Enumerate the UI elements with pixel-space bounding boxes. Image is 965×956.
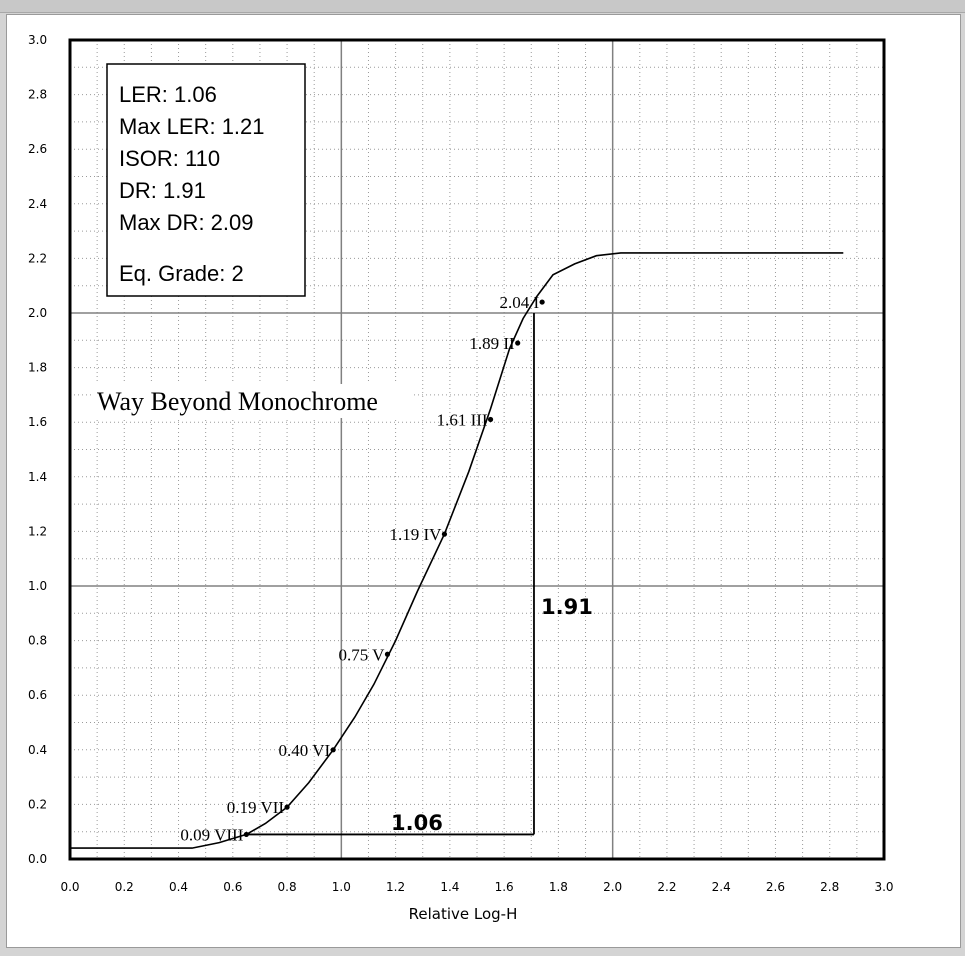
x-tick-label: 3.0 [874,880,893,894]
range-box [246,313,535,836]
ler-annotation: 1.06 [391,811,443,835]
stat-eq-grade: Eq. Grade: 2 [119,261,244,286]
y-tick-label: 0.0 [28,852,47,866]
y-tick-label: 2.6 [28,142,47,156]
y-tick-label: 1.2 [28,524,47,538]
x-tick-label: 0.0 [60,880,79,894]
x-tick-label: 1.0 [332,880,351,894]
density-curve [70,252,844,849]
y-tick-label: 0.8 [28,634,47,648]
plot-border [68,38,886,861]
zone-point-label: 0.75 V [338,645,385,664]
x-tick-label: 2.4 [712,880,731,894]
y-tick-label: 0.2 [28,797,47,811]
y-tick-label: 1.4 [28,470,47,484]
x-tick-label: 0.2 [115,880,134,894]
stat-max-dr: Max DR: 2.09 [119,210,254,235]
y-tick-label: 0.6 [28,688,47,702]
zone-point-marker [243,831,249,838]
zone-point-marker [384,651,391,657]
watermark-bg [93,384,413,418]
x-tick-label: 2.6 [766,880,785,894]
y-tick-label: 3.0 [28,33,47,47]
y-tick-label: 1.0 [28,579,47,593]
x-tick-label: 0.8 [278,880,297,894]
zone-point-label: 0.19 VII [227,798,285,817]
x-tick-label: 1.6 [495,880,514,894]
x-axis-label: Relative Log-H [409,905,518,923]
watermark-text: Way Beyond Monochrome [97,387,378,416]
y-tick-label: 2.0 [28,306,47,320]
zone-point-marker [539,299,545,305]
y-tick-label: 2.2 [28,251,47,265]
y-tick-label: 2.8 [28,88,47,102]
window-top-strip [0,0,965,13]
stat-ler: LER: 1.06 [119,82,217,107]
zone-point-label: 1.89 II [469,334,515,353]
x-tick-label: 1.2 [386,880,405,894]
zone-points: 2.04 I 1.89 II 1.61 III 1.19 IV 0.75 V 0.40 V… [180,293,545,844]
zone-point-label: 2.04 I [499,293,539,312]
stats-box-frame [106,63,306,297]
y-tick-label: 1.8 [28,361,47,375]
stat-dr: DR: 1.91 [119,178,206,203]
x-tick-label: 1.4 [440,880,459,894]
y-tick-label: 2.4 [28,197,47,211]
axis-ticks: 0.0 0.2 0.4 0.6 0.8 1.0 1.2 1.4 1.6 1.8 2.0 2.2 2.4 2… [28,33,894,894]
x-tick-label: 0.4 [169,880,188,894]
dr-annotation: 1.91 [541,595,593,619]
zone-point-marker [515,340,521,346]
x-tick-label: 2.2 [657,880,676,894]
y-tick-label: 0.4 [28,743,47,757]
zone-point-label: 0.40 VI [279,741,331,760]
x-tick-label: 2.8 [820,880,839,894]
stats-box: LER: 1.06 Max LER: 1.21 ISOR: 110 DR: 1.… [106,63,306,297]
stat-isor: ISOR: 110 [119,146,220,171]
x-tick-label: 0.6 [223,880,242,894]
zone-point-marker [441,531,448,537]
zone-point-marker [284,804,290,810]
x-tick-label: 1.8 [549,880,568,894]
y-tick-label: 1.6 [28,415,47,429]
zone-point-marker [487,416,494,423]
stat-max-ler: Max LER: 1.21 [119,114,265,139]
zone-point-marker [330,747,336,753]
zone-point-label: 0.09 VIII [180,825,243,844]
x-tick-label: 2.0 [603,880,622,894]
zone-point-label: 1.19 IV [389,525,442,544]
zone-point-label: 1.61 III [437,410,488,429]
